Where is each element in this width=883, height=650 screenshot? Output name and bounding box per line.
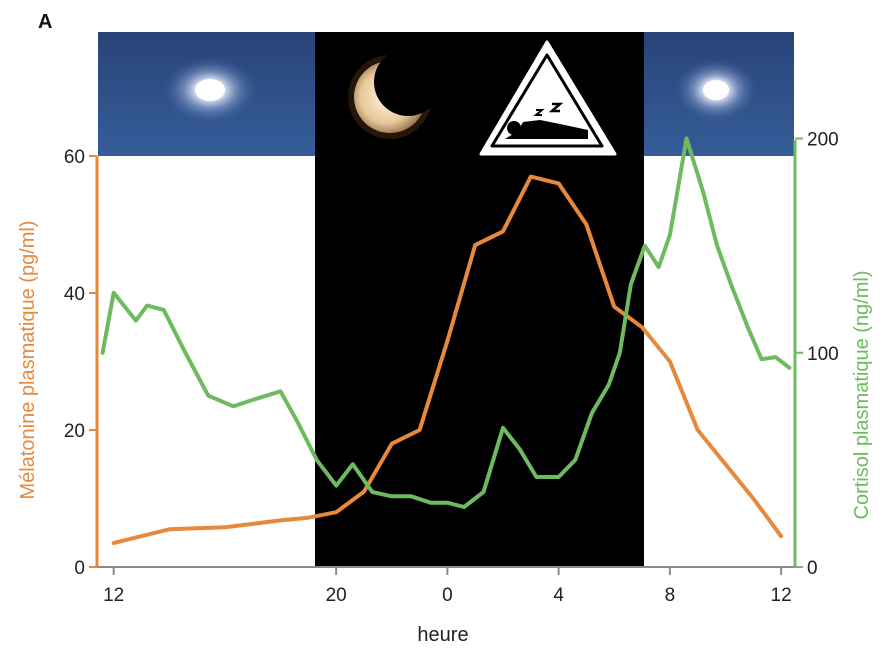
right-axis-tick-label: 200 <box>807 130 839 151</box>
right-axis-tick-label: 0 <box>807 558 818 579</box>
x-axis-ticks: 12 20 0 4 8 12 <box>103 567 792 606</box>
x-axis-tick-label: 4 <box>553 585 564 606</box>
sun-glow-icon <box>674 58 758 122</box>
panel-label: A <box>38 11 52 33</box>
left-axis-tick-label: 0 <box>74 558 85 579</box>
sun-glow-icon <box>162 56 258 124</box>
right-axis-title: Cortisol plasmatique (ng/ml) <box>851 271 873 520</box>
cortisol-series-line <box>100 136 792 509</box>
x-axis-tick-label: 8 <box>665 585 676 606</box>
left-axis-tick-label: 20 <box>64 421 85 442</box>
sleeping-person-triangle-icon <box>479 40 617 156</box>
crescent-moon-icon <box>348 48 442 139</box>
x-axis-tick-label: 12 <box>103 585 124 606</box>
x-axis-tick-label: 12 <box>771 585 792 606</box>
left-axis-tick-label: 60 <box>64 147 85 168</box>
left-axis-tick-label: 40 <box>64 284 85 305</box>
right-axis-ticks: 0 100 200 <box>795 130 839 579</box>
melatonin-series-line <box>111 174 784 545</box>
left-axis-ticks: 0 20 40 60 <box>64 147 97 579</box>
left-axis-title: Mélatonine plasmatique (pg/ml) <box>17 220 39 499</box>
right-axis-tick-label: 100 <box>807 344 839 365</box>
x-axis-title: heure <box>417 624 468 646</box>
x-axis-tick-label: 0 <box>442 585 453 606</box>
x-axis-tick-label: 20 <box>326 585 347 606</box>
